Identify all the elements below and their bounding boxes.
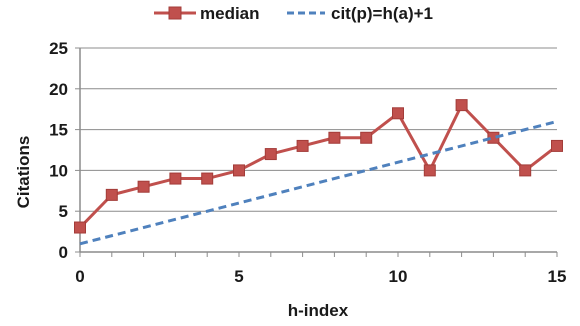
- data-point-median-0: [74, 221, 86, 234]
- data-point-median-12: [455, 99, 468, 112]
- data-point-median-11: [423, 164, 436, 177]
- data-point-median-8: [328, 131, 341, 144]
- y-tick-label-25: 25: [49, 39, 68, 58]
- data-point-median-4: [201, 172, 214, 185]
- x-tick-label-10: 10: [389, 267, 408, 286]
- y-tick-label-20: 20: [49, 80, 68, 99]
- data-point-median-3: [169, 172, 182, 185]
- series: [74, 99, 563, 246]
- data-point-median-1: [105, 188, 118, 201]
- y-tick-label-0: 0: [59, 243, 68, 262]
- y-tick-label-5: 5: [59, 202, 68, 221]
- x-tick-label-15: 15: [548, 267, 567, 286]
- axes: [75, 47, 558, 257]
- x-tick-label-0: 0: [75, 267, 84, 286]
- legend-label-median: median: [200, 4, 260, 23]
- y-axis-title: Citations: [14, 136, 33, 209]
- data-point-median-6: [264, 148, 277, 161]
- gridlines: [80, 47, 557, 212]
- series-line-reference: [79, 119, 558, 246]
- data-point-median-14: [519, 164, 532, 177]
- x-axis-title: h-index: [288, 301, 349, 320]
- data-point-median-7: [296, 139, 309, 152]
- data-point-median-10: [392, 107, 404, 120]
- series-line-median: [78, 103, 558, 229]
- legend-swatch-median-marker: [168, 6, 182, 20]
- data-point-median-15: [551, 139, 563, 152]
- tick-labels: 0 5 10 15 20 25 0 5 10 15: [49, 39, 566, 286]
- data-point-median-2: [137, 180, 150, 193]
- legend-label-reference: cit(p)=h(a)+1: [331, 4, 433, 23]
- legend: median cit(p)=h(a)+1: [154, 4, 433, 23]
- data-point-median-9: [360, 131, 373, 144]
- data-point-median-5: [233, 164, 245, 177]
- x-tick-label-5: 5: [234, 267, 243, 286]
- y-tick-label-10: 10: [49, 161, 68, 180]
- y-tick-label-15: 15: [49, 121, 68, 140]
